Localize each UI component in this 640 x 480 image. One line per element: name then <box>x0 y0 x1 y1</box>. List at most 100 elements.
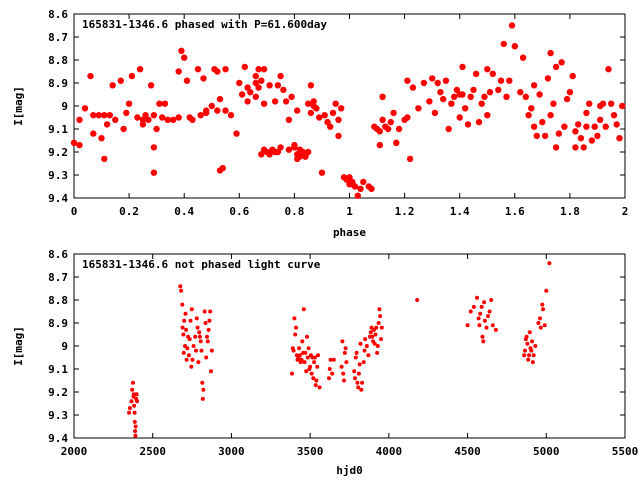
data-point <box>305 100 312 107</box>
data-point <box>293 332 298 337</box>
data-point <box>517 89 524 96</box>
x-tick-label: 2000 <box>61 445 88 458</box>
y-tick-label: 8.9 <box>48 317 68 330</box>
data-point <box>170 116 177 124</box>
data-point <box>477 323 482 328</box>
data-point <box>184 327 189 332</box>
data-point <box>608 100 615 107</box>
data-point <box>194 316 199 321</box>
data-point <box>316 353 320 358</box>
data-point <box>415 105 422 112</box>
data-point <box>544 288 549 293</box>
data-point <box>300 339 305 344</box>
data-point <box>530 339 535 344</box>
data-point <box>183 311 188 316</box>
data-point <box>376 321 381 325</box>
data-point <box>484 112 491 119</box>
data-point <box>572 128 579 135</box>
data-point <box>302 153 309 160</box>
x-tick-label: 0.6 <box>229 205 249 218</box>
data-point <box>131 380 135 385</box>
data-point <box>238 91 246 98</box>
x-tick: 3500 <box>297 254 323 458</box>
x-tick-label: 1.8 <box>560 205 580 218</box>
data-point <box>359 387 364 392</box>
data-point <box>131 392 136 397</box>
data-point <box>357 185 364 192</box>
data-point <box>134 114 141 121</box>
y-tick: 9.4 <box>48 432 625 445</box>
data-point <box>109 82 116 89</box>
data-point <box>135 399 139 404</box>
data-point <box>205 339 210 344</box>
data-point <box>214 68 221 75</box>
data-point <box>314 378 319 383</box>
data-point <box>76 116 83 124</box>
data-point <box>204 355 209 360</box>
data-point <box>429 75 436 82</box>
data-point <box>541 132 549 140</box>
data-point <box>431 109 439 117</box>
data-point <box>222 107 229 114</box>
data-point <box>591 123 598 130</box>
data-point <box>222 66 229 73</box>
data-point <box>197 330 202 335</box>
data-point <box>103 121 111 128</box>
data-point <box>475 118 483 126</box>
y-tick: 9.3 <box>48 409 625 422</box>
x-tick: 1 <box>346 14 353 218</box>
data-point <box>200 380 205 385</box>
y-tick-label: 8.8 <box>48 294 68 307</box>
data-point <box>304 369 309 374</box>
x-tick: 5000 <box>533 254 560 458</box>
data-point <box>271 98 279 105</box>
data-point <box>120 125 127 133</box>
x-tick: 0.2 <box>119 14 139 218</box>
x-tick-label: 4000 <box>376 445 403 458</box>
data-point <box>478 311 483 316</box>
data-point <box>321 112 328 119</box>
data-point <box>302 360 307 365</box>
x-tick: 5500 <box>612 254 638 458</box>
data-point <box>125 100 133 107</box>
y-tick-label: 9 <box>61 340 68 353</box>
data-point <box>522 353 527 358</box>
data-point <box>175 114 182 121</box>
data-point <box>480 334 485 339</box>
data-point <box>197 112 204 119</box>
data-series <box>127 261 552 438</box>
data-point <box>164 116 171 124</box>
data-point <box>368 185 375 192</box>
x-axis-label: phase <box>333 226 366 239</box>
data-point <box>547 49 554 57</box>
data-point <box>354 192 361 199</box>
data-point <box>332 100 339 107</box>
data-point <box>307 109 315 117</box>
data-point <box>285 146 293 153</box>
data-point <box>95 112 103 119</box>
data-point <box>153 125 160 133</box>
data-point <box>353 355 358 360</box>
data-point <box>613 121 620 128</box>
y-tick: 8.9 <box>48 317 625 330</box>
data-point <box>179 288 184 293</box>
data-point <box>330 371 335 376</box>
data-point <box>214 107 221 114</box>
data-point <box>530 82 538 89</box>
data-point <box>580 144 587 151</box>
x-tick-label: 5000 <box>533 445 560 458</box>
data-point <box>308 364 313 369</box>
data-point <box>303 350 308 355</box>
data-point <box>487 309 492 314</box>
data-point <box>191 344 196 348</box>
data-point <box>473 70 480 78</box>
data-point <box>132 403 137 408</box>
data-point <box>599 100 607 107</box>
data-point <box>352 369 357 374</box>
x-tick-label: 2500 <box>139 445 166 458</box>
y-tick-label: 8.7 <box>48 31 68 44</box>
data-point <box>362 348 367 353</box>
chart-panel-2: 2000 2500 3000 3500 4000 4500 5000 5500 8.6 8.7 8.… <box>12 248 638 477</box>
data-point <box>101 112 108 119</box>
data-point <box>294 325 298 330</box>
